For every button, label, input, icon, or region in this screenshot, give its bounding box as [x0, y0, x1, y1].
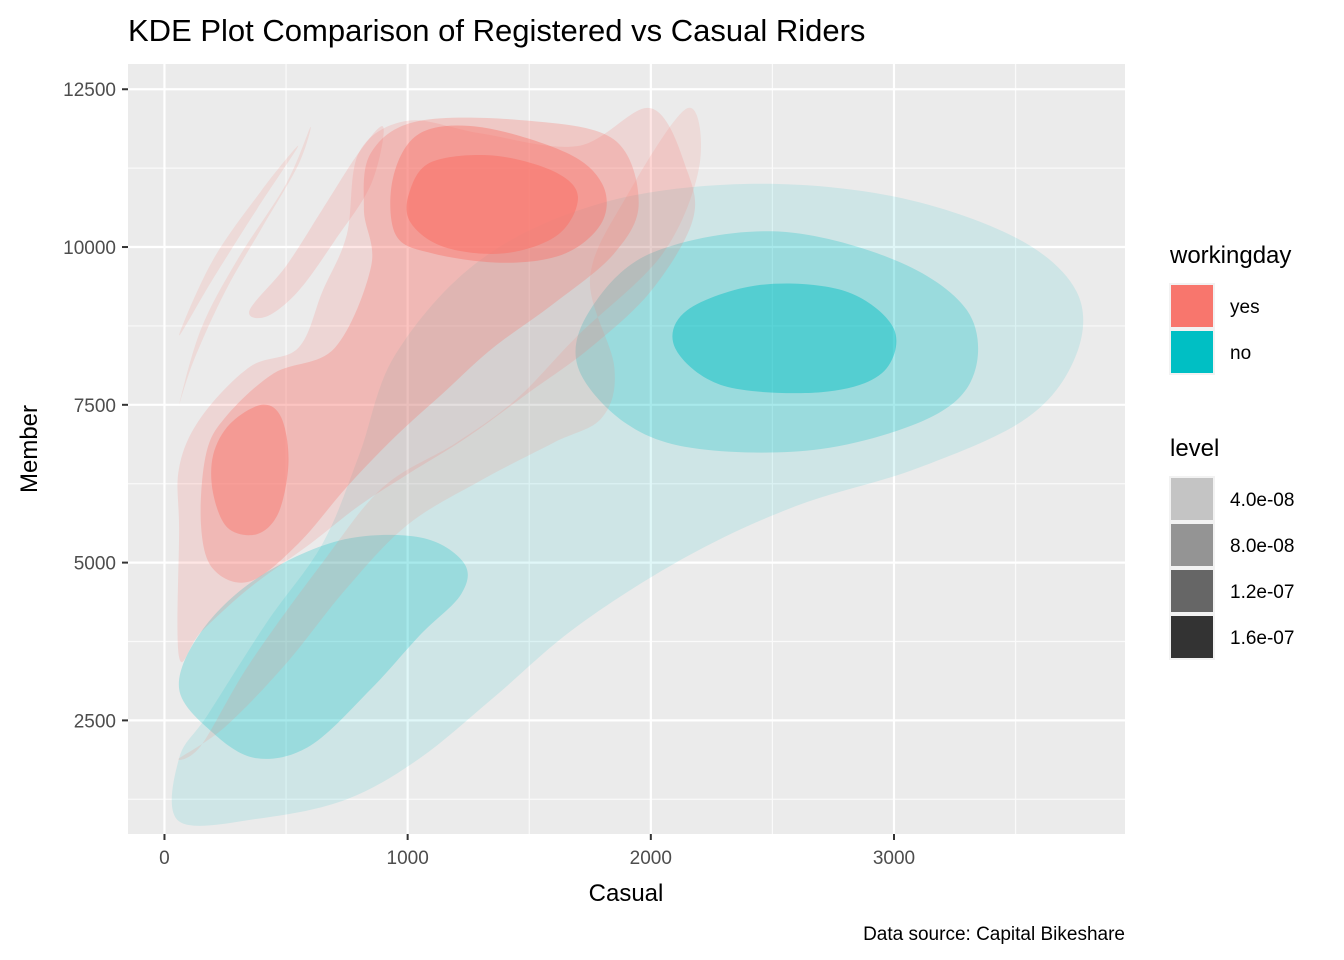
y-tick-label: 2500 [74, 711, 116, 732]
panel-background [128, 64, 1125, 834]
level-key-4 [1171, 616, 1213, 658]
density-contour-yes-12 [179, 145, 299, 336]
plot-panel [128, 64, 1125, 834]
level-key-2 [1171, 524, 1213, 566]
fill-legend: workingday yes no [1169, 242, 1291, 375]
x-tick-label: 2000 [630, 848, 672, 869]
y-tick-label: 5000 [74, 554, 116, 575]
legend-label-no: no [1230, 343, 1251, 364]
density-contour-no-1 [171, 183, 1084, 826]
legend-key-yes [1171, 285, 1213, 327]
y-axis: 2500 5000 7500 10000 12500 [63, 80, 128, 732]
level-legend-title: level [1170, 435, 1219, 462]
level-label-2: 8.0e-08 [1230, 536, 1294, 557]
y-tick-label: 7500 [74, 396, 116, 417]
y-axis-title: Member [16, 405, 43, 493]
level-key-3 [1171, 570, 1213, 612]
x-tick-label: 3000 [873, 848, 915, 869]
density-contour-yes-5 [178, 107, 701, 760]
legend-label-yes: yes [1230, 297, 1260, 318]
density-contour-no-2 [178, 534, 468, 759]
x-axis-title: Casual [589, 880, 664, 907]
density-contour-yes-13 [249, 126, 384, 319]
level-label-4: 1.6e-07 [1230, 628, 1294, 649]
caption: Data source: Capital Bikeshare [863, 924, 1125, 945]
x-axis: 0 1000 2000 3000 [159, 834, 915, 869]
level-label-1: 4.0e-08 [1230, 490, 1294, 511]
legend-key-no [1171, 331, 1213, 373]
grid-lines [128, 64, 1125, 834]
x-tick-label: 0 [159, 848, 170, 869]
level-legend: level 4.0e-08 8.0e-08 1.2e-07 1.6e-07 [1169, 435, 1294, 660]
density-contour-yes-10 [406, 154, 578, 254]
y-tick-label: 12500 [63, 80, 116, 101]
chart-title: KDE Plot Comparison of Registered vs Cas… [128, 13, 865, 48]
density-contour-no-4 [672, 283, 897, 394]
level-label-3: 1.2e-07 [1230, 582, 1294, 603]
density-contour-yes-6 [177, 107, 696, 663]
density-contour-yes-8 [211, 404, 289, 536]
fill-legend-title: workingday [1169, 242, 1291, 269]
density-contours [171, 107, 1084, 826]
x-tick-label: 1000 [387, 848, 429, 869]
y-tick-label: 10000 [63, 238, 116, 259]
density-contour-no-3 [575, 231, 979, 453]
level-key-1 [1171, 478, 1213, 520]
